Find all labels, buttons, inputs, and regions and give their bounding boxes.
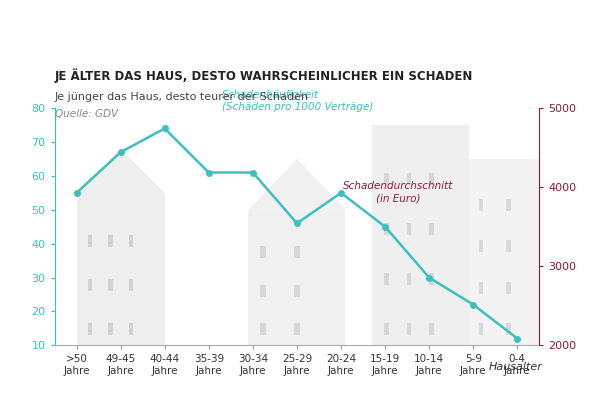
Bar [506,282,511,294]
Bar [108,235,113,247]
Bar [261,323,265,335]
Bar [384,273,388,285]
Bar [261,246,265,258]
Text: Schadenhäufigkeit
(Schäden pro 1000 Verträge): Schadenhäufigkeit (Schäden pro 1000 Vert… [222,90,373,111]
Bar [248,210,345,345]
Bar [506,199,511,210]
Text: Schadendurchschnitt
(in Euro): Schadendurchschnitt (in Euro) [343,181,453,203]
Text: Hausalter: Hausalter [488,362,542,372]
Bar [128,323,133,335]
Bar [384,223,388,235]
Bar [384,173,388,185]
Bar [128,279,133,291]
Bar [479,323,483,335]
Bar [88,279,92,291]
Bar [88,323,92,335]
Bar [261,285,265,297]
Bar [479,282,483,294]
Bar [407,323,411,335]
Bar [372,125,469,345]
Bar [479,240,483,252]
Text: JE ÄLTER DAS HAUS, DESTO WAHRSCHEINLICHER EIN SCHADEN: JE ÄLTER DAS HAUS, DESTO WAHRSCHEINLICHE… [55,69,473,83]
Bar [76,193,165,345]
Bar [479,199,483,210]
Bar [430,273,434,285]
Bar [430,323,434,335]
Bar [108,279,113,291]
Text: Je jünger das Haus, desto teurer der Schaden: Je jünger das Haus, desto teurer der Sch… [55,92,308,102]
Polygon shape [76,149,165,193]
Bar [295,323,299,335]
Bar [430,173,434,185]
Bar [407,223,411,235]
Bar [407,273,411,285]
Bar [128,235,133,247]
Bar [295,246,299,258]
Bar [88,235,92,247]
Text: Quelle: GDV: Quelle: GDV [55,109,118,119]
Polygon shape [248,159,345,210]
Bar [506,323,511,335]
Bar [407,173,411,185]
Bar [469,159,548,345]
Bar [384,323,388,335]
Bar [295,285,299,297]
Bar [108,323,113,335]
Bar [506,240,511,252]
Bar [430,223,434,235]
